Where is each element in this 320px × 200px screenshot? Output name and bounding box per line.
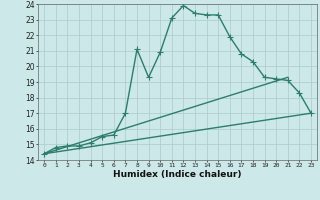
X-axis label: Humidex (Indice chaleur): Humidex (Indice chaleur) [113,170,242,179]
